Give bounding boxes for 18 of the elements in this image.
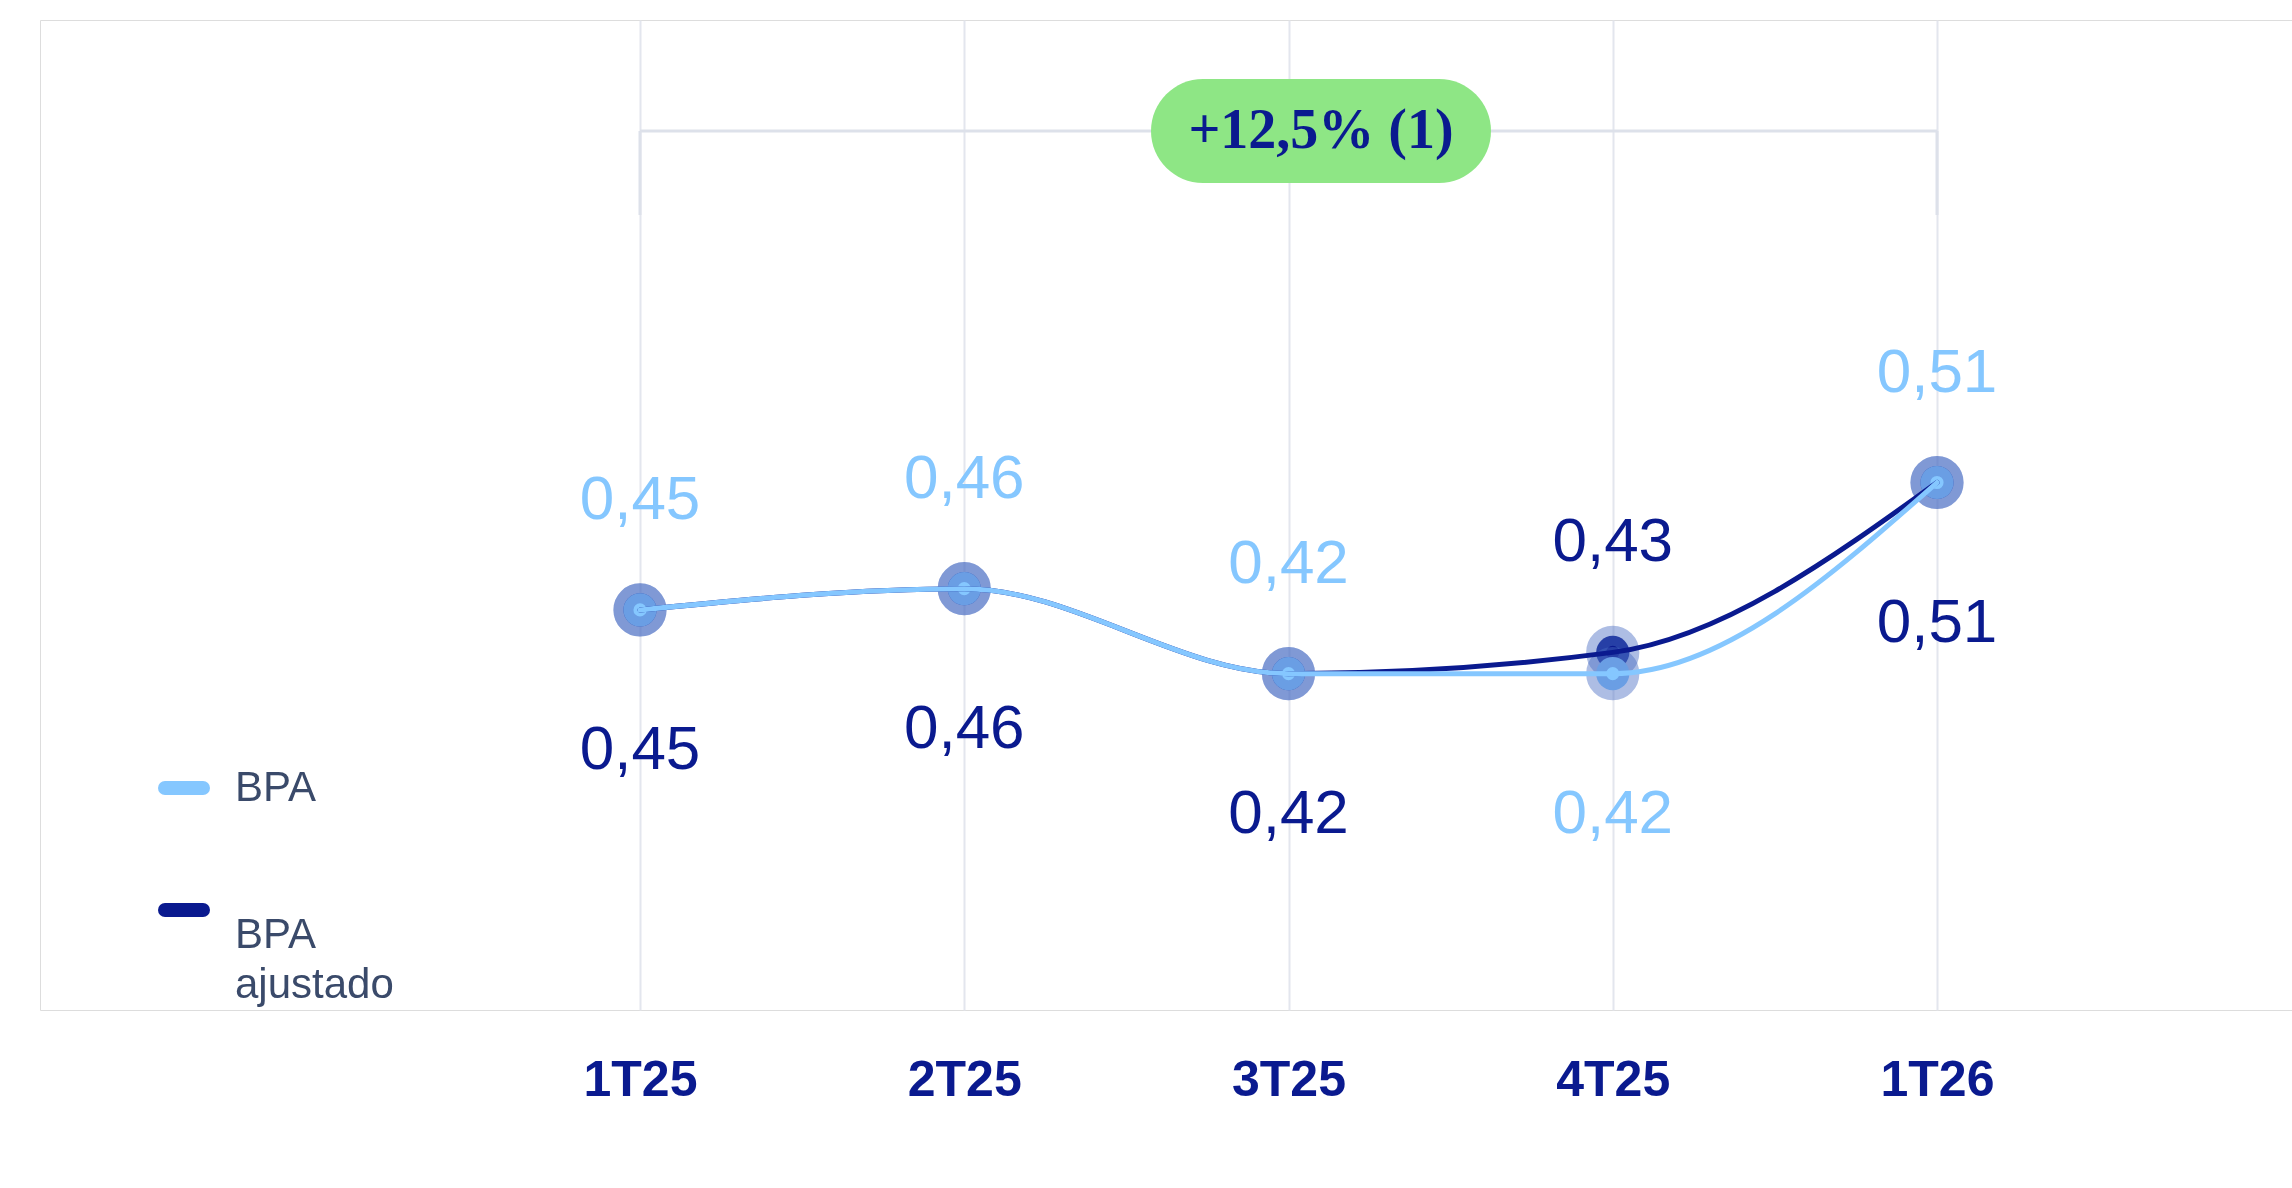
x-tick-label: 4T25 [1556,1050,1671,1107]
x-tick-label: 2T25 [907,1050,1022,1107]
legend-label: BPA [235,763,316,810]
data-label: 0,51 [1876,585,1998,655]
x-tick-label: 1T25 [583,1050,698,1107]
text: +12,5% (1) [1188,98,1454,161]
x-tick-label: 3T25 [1232,1050,1346,1107]
data-label: 0,51 [1876,335,1998,405]
data-label: 0,43 [1552,505,1674,575]
data-label: 0,46 [903,691,1025,761]
legend-label: BPA ajustado [235,910,394,1007]
data-label: 0,42 [1552,776,1674,846]
data-label: 0,42 [1228,776,1349,846]
data-label: 0,46 [903,441,1025,511]
x-tick-label: 1T26 [1880,1050,1995,1107]
data-label: 0,45 [579,462,701,532]
data-label: 0,42 [1228,526,1349,596]
data-label: 0,45 [579,712,701,782]
